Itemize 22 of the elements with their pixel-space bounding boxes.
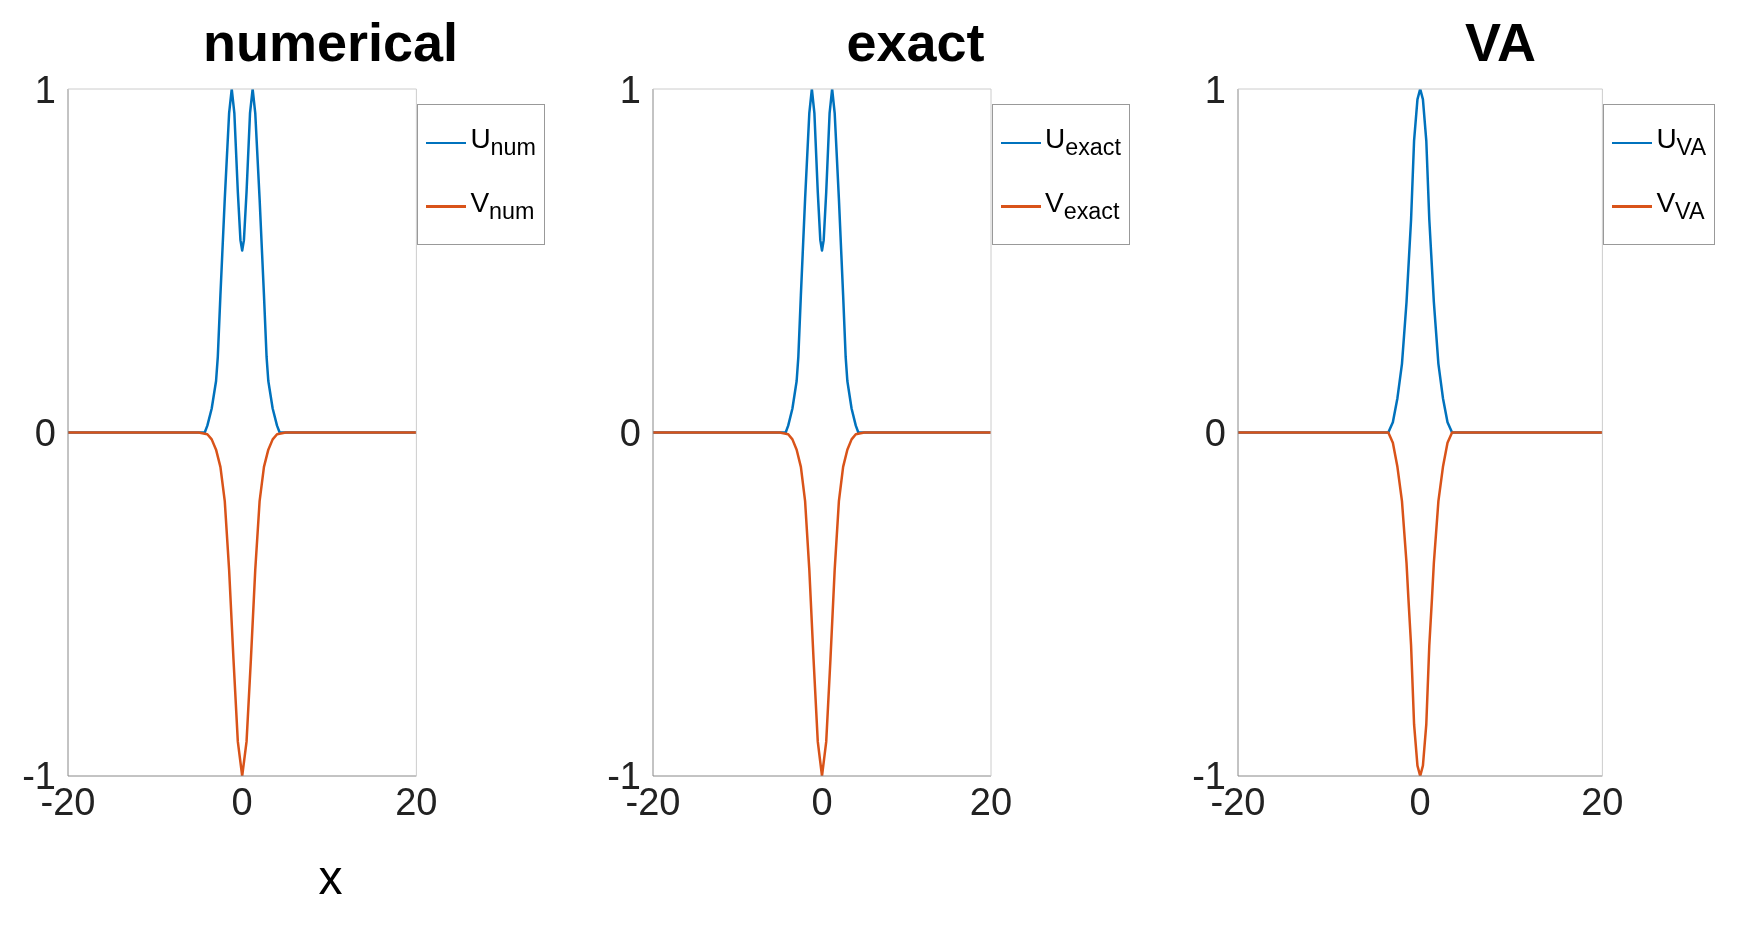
y-tick-label: 0	[619, 411, 641, 454]
x-tick-label: 0	[231, 780, 253, 823]
y-tick-label: 0	[34, 411, 56, 454]
legend-label: V$_{VA}$	[1656, 185, 1705, 226]
legend-label: V$_{exact}$	[1045, 185, 1120, 226]
x-tick-label: 20	[969, 780, 1013, 823]
x-tick-label: 0	[1409, 780, 1431, 823]
chart-title: exact	[846, 12, 985, 72]
chart-title: VA	[1464, 12, 1536, 72]
x-axis-title: x	[317, 850, 344, 905]
y-tick-label: 1	[1204, 68, 1226, 111]
x-tick-label: 20	[395, 780, 438, 823]
legend-label: U$_{num}$	[470, 122, 536, 162]
chart-title: numerical	[202, 12, 459, 72]
x-tick-label: 0	[811, 780, 833, 823]
legend-label: U$_{VA}$	[1656, 122, 1706, 162]
x-tick-label: 20	[1581, 780, 1624, 823]
legend-label: V$_{num}$	[470, 185, 535, 226]
y-tick-label: 1	[34, 68, 56, 111]
y-tick-label: 0	[1204, 411, 1226, 454]
legend-label: U$_{exact}$	[1045, 122, 1121, 162]
y-tick-label: 1	[619, 68, 641, 111]
